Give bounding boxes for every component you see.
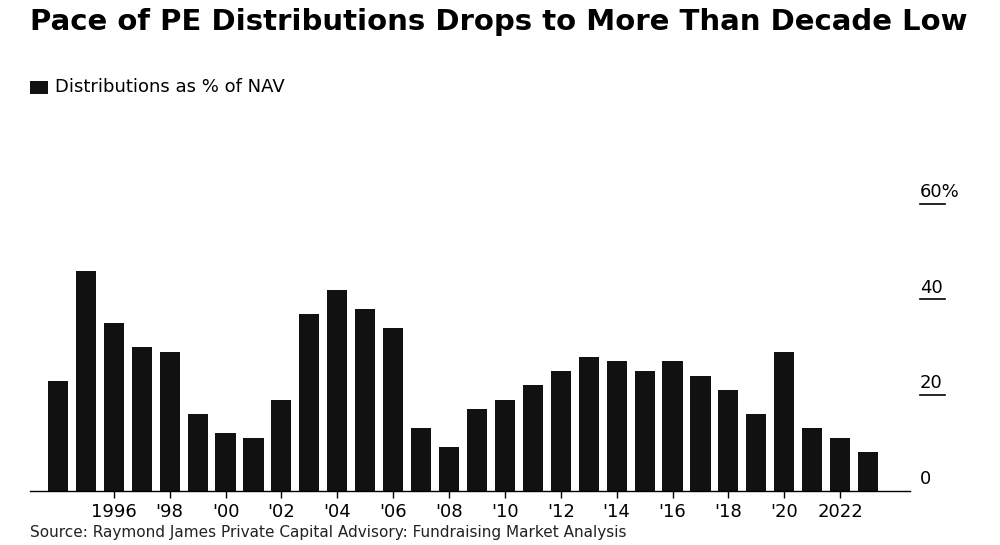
Bar — [48, 380, 68, 490]
Text: 60%: 60% — [920, 183, 960, 201]
Text: Distributions as % of NAV: Distributions as % of NAV — [55, 78, 285, 96]
Bar — [858, 452, 878, 490]
Bar — [188, 414, 208, 490]
Bar — [774, 352, 794, 490]
Bar — [662, 361, 683, 490]
Bar — [830, 438, 850, 490]
Bar — [802, 428, 822, 490]
Text: 20: 20 — [920, 374, 943, 392]
Bar — [355, 309, 375, 490]
Bar — [635, 371, 655, 490]
Bar — [327, 290, 347, 490]
Bar — [215, 433, 236, 490]
Bar — [579, 356, 599, 490]
Bar — [104, 323, 124, 490]
Text: Pace of PE Distributions Drops to More Than Decade Low: Pace of PE Distributions Drops to More T… — [30, 8, 968, 36]
Bar — [411, 428, 431, 490]
Bar — [132, 347, 152, 490]
Bar — [299, 314, 319, 490]
Text: Source: Raymond James Private Capital Advisory: Fundraising Market Analysis: Source: Raymond James Private Capital Ad… — [30, 524, 626, 540]
Bar — [467, 409, 487, 490]
Text: 0: 0 — [920, 470, 931, 488]
Bar — [383, 328, 403, 490]
Bar — [271, 399, 291, 490]
Bar — [746, 414, 766, 490]
Bar — [718, 390, 738, 490]
Bar — [690, 376, 711, 490]
Bar — [523, 385, 543, 490]
Bar — [551, 371, 571, 490]
Text: 40: 40 — [920, 278, 943, 296]
Bar — [439, 447, 459, 490]
Bar — [495, 399, 515, 490]
Bar — [76, 271, 96, 490]
Bar — [607, 361, 627, 490]
Bar — [160, 352, 180, 490]
Bar — [243, 438, 264, 490]
